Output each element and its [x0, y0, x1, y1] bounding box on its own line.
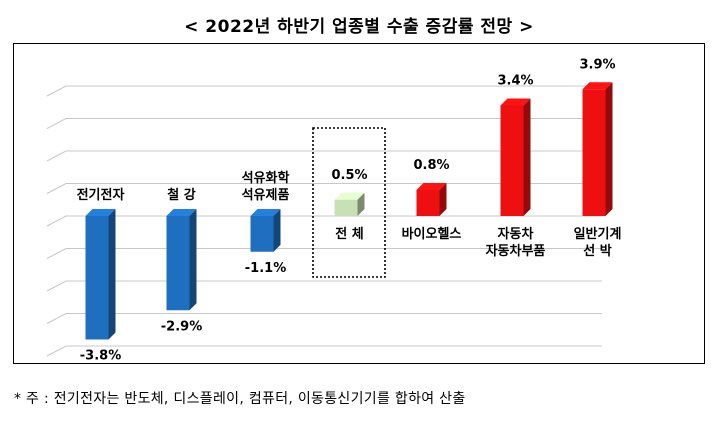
- value-label: 3.9%: [579, 57, 615, 72]
- category-label: 전 체: [335, 226, 363, 242]
- bar: [500, 98, 531, 216]
- bar-top-face: [334, 192, 365, 200]
- bar-side-face: [439, 183, 447, 216]
- gridline: [46, 313, 602, 324]
- gridline: [46, 150, 602, 162]
- plot-frame: [13, 43, 705, 364]
- category-label: 철 강: [167, 187, 195, 203]
- category-label: 석유제품: [242, 188, 290, 203]
- category-label: 전기전자: [77, 187, 125, 203]
- highlight-box: [312, 127, 386, 278]
- bar-top-face: [500, 98, 531, 106]
- category-label: 선 박: [583, 243, 611, 259]
- bar-front-face: [166, 216, 190, 311]
- bar-front-face: [85, 216, 109, 340]
- bar-side-face: [605, 82, 613, 216]
- bars: [85, 82, 613, 340]
- bar-top-face: [85, 209, 116, 216]
- bar-side-face: [357, 192, 365, 216]
- bar-side-face: [108, 209, 116, 340]
- gridline: [46, 280, 602, 292]
- category-label: 바이오헬스: [402, 226, 462, 242]
- value-label: -2.9%: [161, 319, 202, 334]
- bar-front-face: [416, 190, 440, 216]
- bar-side-face: [273, 209, 281, 252]
- category-label: 자동차부품: [486, 243, 546, 259]
- category-label: 일반기계: [574, 226, 622, 242]
- bar-front-face: [250, 216, 274, 252]
- value-label: -1.1%: [245, 261, 286, 276]
- bar: [250, 209, 281, 252]
- bar-front-face: [582, 89, 606, 216]
- bar-top-face: [416, 183, 447, 190]
- bar-side-face: [189, 209, 197, 311]
- value-label: 0.5%: [331, 168, 367, 183]
- chart-title: < 2022년 하반기 업종별 수출 증감률 전망 >: [184, 17, 534, 37]
- bar-top-face: [582, 82, 613, 90]
- bar: [85, 209, 116, 340]
- bar: [416, 183, 447, 216]
- bar-top-face: [250, 209, 281, 216]
- bar-side-face: [523, 98, 531, 216]
- value-label: 0.8%: [413, 158, 449, 173]
- bar: [334, 192, 365, 216]
- bar: [166, 209, 197, 311]
- footnote: * 주 : 전기전자는 반도체, 디스플레이, 컴퓨터, 이동통신기기를 합하여…: [14, 391, 466, 407]
- gridline: [46, 118, 602, 129]
- value-label: -3.8%: [80, 349, 121, 364]
- highlight-box: [312, 127, 386, 278]
- gridlines: [46, 85, 602, 357]
- gridline: [46, 248, 602, 259]
- value-label: 3.4%: [497, 74, 533, 89]
- bar-front-face: [500, 105, 524, 216]
- bar-front-face: [334, 199, 358, 216]
- category-label: 석유화학: [242, 170, 290, 186]
- bar-top-face: [166, 209, 197, 216]
- bar: [582, 82, 613, 216]
- gridline: [46, 215, 602, 227]
- category-label: 자동차: [498, 226, 534, 242]
- gridline: [46, 345, 602, 357]
- gridline: [46, 85, 602, 97]
